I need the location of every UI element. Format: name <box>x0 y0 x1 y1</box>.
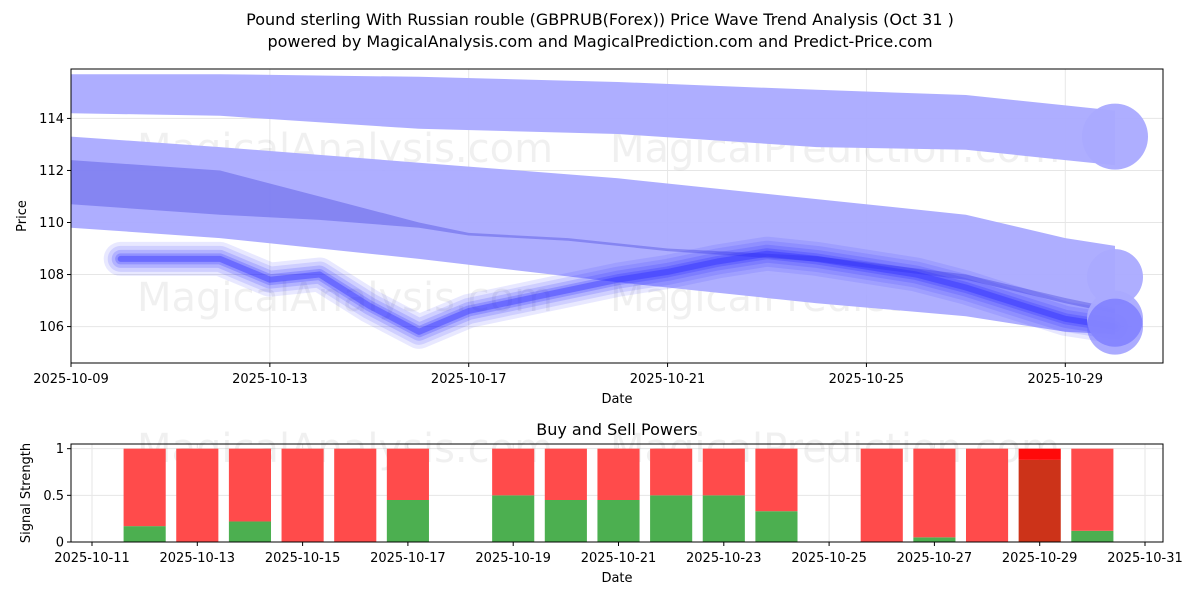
price-y-tick-label: 108 <box>39 268 64 283</box>
price-x-tick-label: 2025-10-09 <box>33 372 109 387</box>
power-x-tick-label: 2025-10-13 <box>160 551 236 566</box>
buy-bar <box>123 526 166 542</box>
power-x-tick-label: 2025-10-23 <box>686 551 762 566</box>
power-y-tick-label: 1 <box>56 442 64 457</box>
power-x-tick-label: 2025-10-27 <box>897 551 973 566</box>
buy-bar <box>1018 459 1061 542</box>
price-x-tick-label: 2025-10-13 <box>232 372 308 387</box>
sell-bar <box>860 448 903 542</box>
price-wave-line <box>111 244 1124 341</box>
price-wave-line <box>117 250 1118 335</box>
sell-bar <box>913 448 956 538</box>
power-chart-title: Buy and Sell Powers <box>536 420 698 439</box>
band-end-marker <box>1087 298 1143 355</box>
power-x-tick-label: 2025-10-15 <box>265 551 341 566</box>
buy-bar <box>544 500 587 542</box>
buy-bar <box>597 500 640 542</box>
power-x-tick-label: 2025-10-29 <box>1002 551 1078 566</box>
price-wave-line <box>107 240 1128 345</box>
power-x-tick-label: 2025-10-21 <box>581 551 657 566</box>
sell-bar <box>281 448 324 542</box>
price-y-tick-label: 114 <box>39 112 64 127</box>
price-wave-line <box>115 248 1121 338</box>
middle-band <box>71 136 1115 335</box>
buy-bar <box>755 511 798 542</box>
price-plot-area <box>71 74 1148 355</box>
sell-bar <box>334 448 377 542</box>
sell-bar <box>650 448 693 496</box>
power-y-axis-label: Signal Strength <box>19 443 34 543</box>
power-x-tick-label: 2025-10-17 <box>370 551 446 566</box>
power-panel-frame <box>70 443 1164 543</box>
power-x-tick-label: 2025-10-31 <box>1107 551 1183 566</box>
sell-bar <box>1071 448 1114 531</box>
sell-bar <box>1018 448 1061 460</box>
power-y-tick-label: 0.5 <box>43 489 64 504</box>
sell-bar <box>176 448 219 542</box>
power-panel: MagicalAnalysis.comMagicalPrediction.com… <box>19 420 1183 586</box>
price-x-tick-label: 2025-10-29 <box>1028 372 1104 387</box>
power-y-tick-label: 0 <box>56 536 64 551</box>
chart-title-line2: powered by MagicalAnalysis.com and Magic… <box>267 32 933 51</box>
buy-bar <box>492 495 535 542</box>
price-x-axis-label: Date <box>601 392 632 407</box>
price-x-tick-label: 2025-10-17 <box>431 372 507 387</box>
sell-bar <box>228 448 272 522</box>
band-end-marker <box>1082 103 1148 170</box>
chart-title-line1: Pound sterling With Russian rouble (GBPR… <box>246 10 954 29</box>
buy-bar <box>228 521 272 542</box>
dark-band <box>71 160 1115 314</box>
sell-bar <box>492 448 535 496</box>
power-x-tick-label: 2025-10-19 <box>475 551 551 566</box>
price-y-tick-label: 112 <box>39 164 64 179</box>
price-y-tick-label: 106 <box>39 320 64 335</box>
price-x-tick-label: 2025-10-25 <box>829 372 905 387</box>
sell-bar <box>702 448 745 496</box>
price-x-tick-label: 2025-10-21 <box>630 372 706 387</box>
sell-bar <box>123 448 166 527</box>
buy-bar <box>702 495 745 542</box>
buy-bar <box>913 537 956 542</box>
price-panel-frame <box>70 68 1164 364</box>
sell-bar <box>386 448 429 500</box>
price-y-tick-label: 110 <box>39 216 64 231</box>
buy-bar <box>1071 530 1114 542</box>
watermark-text: MagicalAnalysis.com <box>137 275 553 321</box>
price-wave-line <box>103 236 1132 349</box>
sell-bar <box>755 448 798 512</box>
buy-bar <box>650 495 693 542</box>
power-x-tick-label: 2025-10-25 <box>791 551 867 566</box>
buy-bar <box>386 500 429 542</box>
upper-band <box>71 74 1115 166</box>
sell-bar <box>544 448 587 500</box>
band-end-marker <box>1087 249 1143 306</box>
sell-bar <box>597 448 640 500</box>
sell-bar <box>965 448 1009 542</box>
power-x-axis-label: Date <box>601 571 632 586</box>
price-panel: MagicalAnalysis.com MagicalPrediction.com… <box>15 68 1164 407</box>
price-y-axis-label: Price <box>15 200 30 232</box>
power-x-tick-label: 2025-10-11 <box>54 551 130 566</box>
